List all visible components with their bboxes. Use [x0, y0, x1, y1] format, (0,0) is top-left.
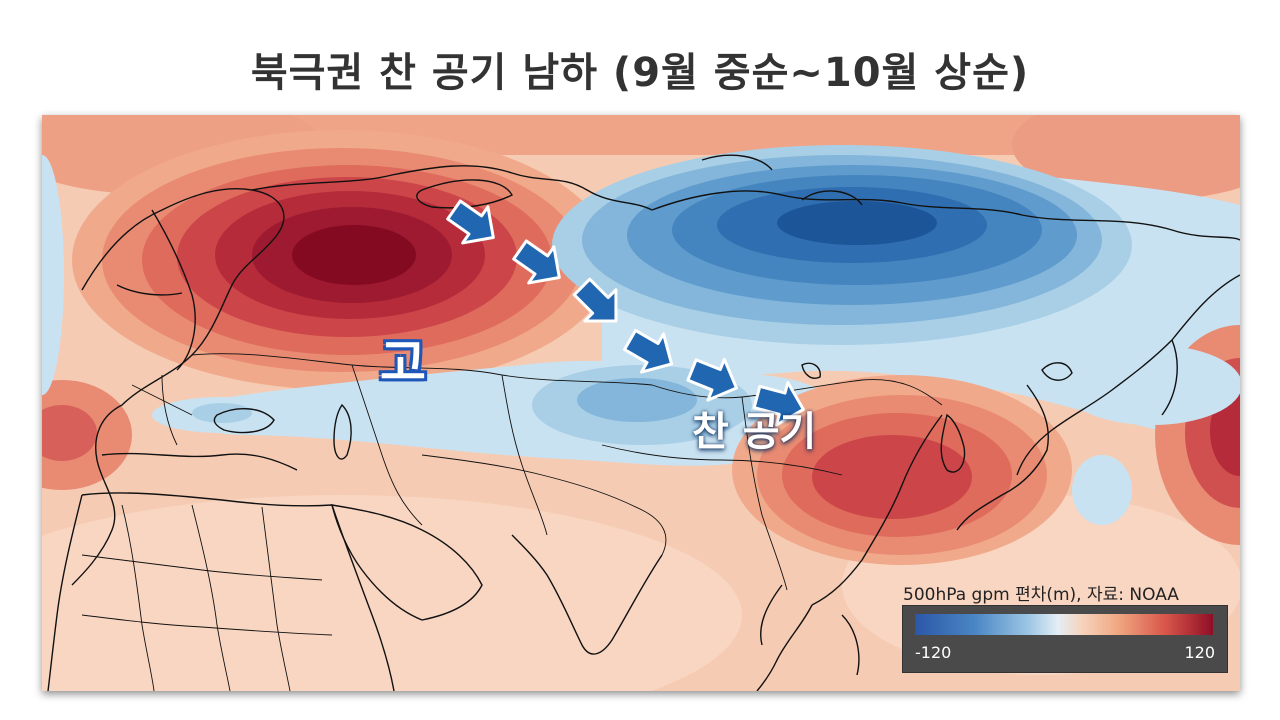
- coastlines: [47, 154, 1240, 691]
- warm-patch-northeast: [1012, 115, 1240, 200]
- legend-color-scale: [915, 614, 1213, 635]
- legend-max-label: 120: [1184, 643, 1215, 662]
- arrow-right-icon: [752, 380, 805, 427]
- arrow-right-icon: [623, 328, 674, 374]
- arrow-right-icon: [686, 357, 739, 402]
- arrow-right-icon: [446, 199, 495, 245]
- arrow-right-icon: [572, 277, 618, 323]
- legend-colorbar: -120 120: [902, 605, 1228, 673]
- pale-band-southwest: [42, 495, 742, 691]
- cold-spot-kamchatka: [1062, 345, 1240, 425]
- warm-core-west-edge: [42, 405, 97, 461]
- country-borders: [81, 353, 943, 691]
- cold-spot-pacific: [1072, 455, 1132, 525]
- legend-title: 500hPa gpm 편차(m), 자료: NOAA: [903, 585, 1179, 605]
- cold-air-path: [446, 199, 805, 427]
- cold-air-label: 찬 공기: [692, 409, 817, 455]
- high-anomaly-east-asia: [732, 375, 1072, 565]
- cold-strip-west: [42, 155, 64, 395]
- page-title: 북극권 찬 공기 남하 (9월 중순~10월 상순): [250, 50, 1030, 96]
- arrow-right-icon: [512, 239, 561, 285]
- legend-min-label: -120: [915, 643, 952, 662]
- high-pressure-label: 고: [380, 334, 426, 392]
